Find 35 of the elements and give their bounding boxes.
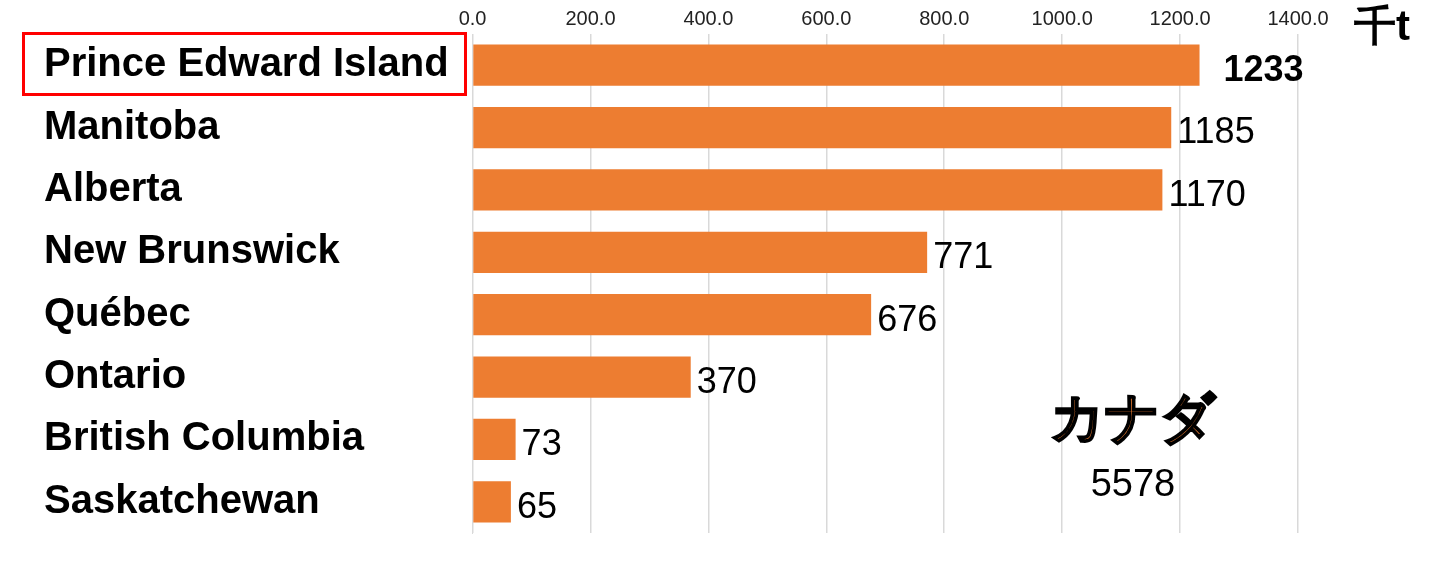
data-label: 1170: [1168, 172, 1246, 214]
y-tick-label: Saskatchewan: [44, 476, 320, 521]
bar: [473, 231, 928, 273]
y-tick-label: Ontario: [44, 352, 187, 397]
data-label: 676: [877, 297, 938, 339]
y-tick-label: New Brunswick: [44, 227, 341, 272]
x-tick-label: 1200.0: [1149, 6, 1211, 29]
data-label: 1233: [1223, 48, 1304, 90]
x-tick-label: 600.0: [801, 6, 852, 29]
y-tick-label: British Columbia: [44, 414, 365, 459]
bar: [473, 106, 1172, 149]
x-axis-title: 千t: [1353, 1, 1410, 49]
x-tick-label: 200.0: [565, 6, 616, 29]
bar: [473, 169, 1163, 211]
x-tick-label: 1400.0: [1267, 6, 1329, 29]
x-tick-label: 800.0: [919, 6, 970, 29]
y-tick-label: Alberta: [44, 164, 183, 209]
data-label: 771: [933, 235, 994, 277]
data-label: 1185: [1177, 110, 1255, 152]
data-label: 73: [521, 422, 562, 464]
bar: [473, 356, 691, 398]
y-tick-label: Prince Edward Island: [44, 40, 449, 85]
bar: [473, 294, 872, 336]
y-tick-label: Québec: [44, 289, 191, 334]
annotation: 5578: [1090, 462, 1176, 505]
bar: [473, 418, 516, 461]
bar: [473, 44, 1200, 86]
x-tick-label: 0.0: [458, 6, 487, 29]
annotation: カナダ: [1050, 385, 1216, 451]
x-tick-label: 400.0: [683, 6, 734, 29]
data-label: 65: [516, 484, 557, 526]
data-label: 370: [696, 359, 757, 401]
bar: [473, 481, 511, 523]
x-tick-label: 1000.0: [1031, 6, 1093, 29]
y-tick-label: Manitoba: [44, 102, 221, 147]
